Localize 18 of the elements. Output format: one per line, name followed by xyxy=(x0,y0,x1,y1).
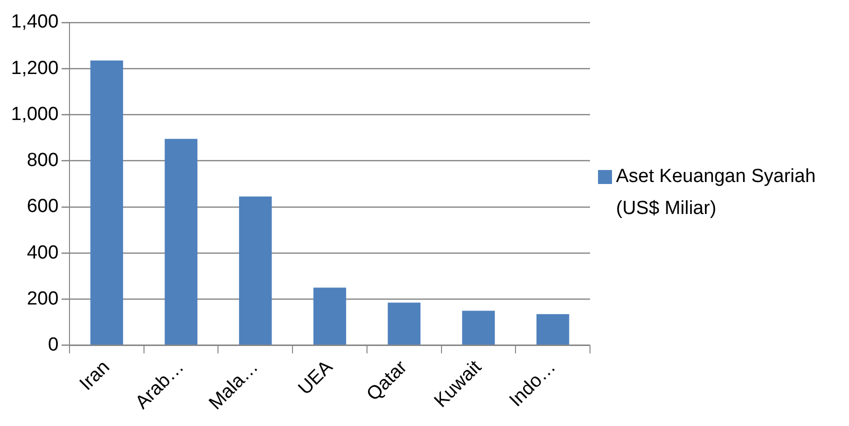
y-tick-label: 1,200 xyxy=(11,58,59,79)
y-tick-label: 400 xyxy=(26,242,59,264)
y-tick-label: 1,400 xyxy=(11,12,59,33)
x-tick-label: Iran xyxy=(76,356,114,395)
legend-label: Aset Keuangan Syariah (US$ Miliar) xyxy=(616,165,817,221)
x-tick-label: UEA xyxy=(294,356,338,400)
bar xyxy=(313,288,346,345)
bar xyxy=(164,138,198,345)
y-tick-label: 0 xyxy=(48,334,59,356)
bar xyxy=(462,310,495,345)
bar xyxy=(388,302,420,345)
bar xyxy=(239,196,272,345)
y-tick-label: 1,000 xyxy=(11,104,59,125)
y-tick-label: 800 xyxy=(26,150,59,172)
bar xyxy=(90,60,124,345)
bar xyxy=(536,314,570,345)
y-tick-label: 600 xyxy=(26,196,59,218)
y-tick-label: 200 xyxy=(26,288,59,310)
